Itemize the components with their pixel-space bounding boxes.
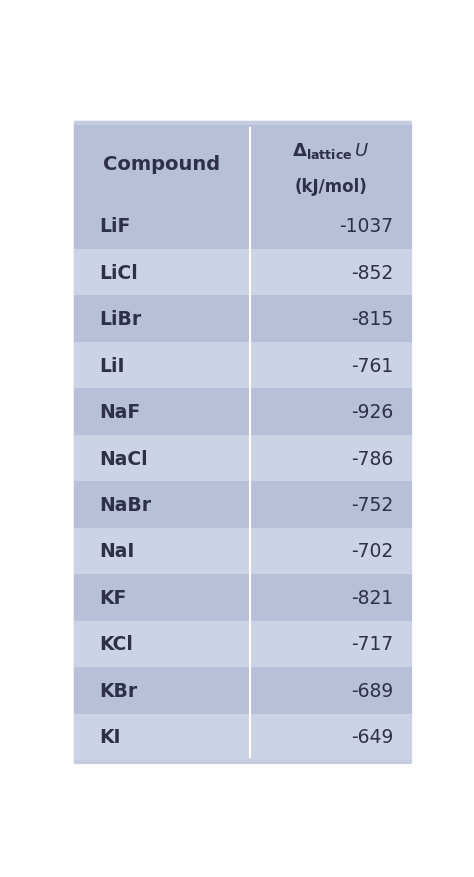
Text: -649: -649 bbox=[351, 728, 393, 746]
Text: -689: -689 bbox=[351, 681, 393, 700]
FancyBboxPatch shape bbox=[70, 118, 416, 768]
Text: KI: KI bbox=[100, 728, 121, 746]
Bar bbox=[74, 574, 412, 621]
Bar bbox=[74, 528, 412, 574]
Text: LiI: LiI bbox=[100, 356, 125, 375]
Bar bbox=[74, 389, 412, 435]
Text: -926: -926 bbox=[351, 403, 393, 422]
Text: -702: -702 bbox=[351, 542, 393, 561]
Text: -752: -752 bbox=[351, 496, 393, 515]
Text: -852: -852 bbox=[351, 263, 393, 282]
Text: KF: KF bbox=[100, 588, 127, 607]
Text: Compound: Compound bbox=[103, 155, 220, 174]
Text: NaI: NaI bbox=[100, 542, 135, 561]
Bar bbox=[74, 621, 412, 667]
Text: -1037: -1037 bbox=[339, 217, 393, 236]
Text: NaCl: NaCl bbox=[100, 449, 148, 468]
Text: NaF: NaF bbox=[100, 403, 141, 422]
Bar bbox=[74, 342, 412, 389]
Text: NaBr: NaBr bbox=[100, 496, 152, 515]
Bar bbox=[74, 714, 412, 760]
Bar bbox=[74, 203, 412, 250]
Text: $\mathbf{\Delta}_{\mathbf{lattice}}\,\mathit{U}$: $\mathbf{\Delta}_{\mathbf{lattice}}\,\ma… bbox=[292, 141, 370, 160]
Bar bbox=[74, 667, 412, 714]
Text: (kJ/mol): (kJ/mol) bbox=[294, 178, 367, 196]
Bar bbox=[74, 481, 412, 528]
Text: -786: -786 bbox=[351, 449, 393, 468]
Text: -717: -717 bbox=[351, 635, 393, 653]
Bar bbox=[74, 250, 412, 296]
Text: LiCl: LiCl bbox=[100, 263, 138, 282]
Bar bbox=[74, 296, 412, 342]
Bar bbox=[74, 435, 412, 481]
Text: KBr: KBr bbox=[100, 681, 138, 700]
Text: LiBr: LiBr bbox=[100, 310, 142, 329]
Text: -815: -815 bbox=[351, 310, 393, 329]
Text: -821: -821 bbox=[351, 588, 393, 607]
Text: LiF: LiF bbox=[100, 217, 131, 236]
Text: -761: -761 bbox=[351, 356, 393, 375]
Text: KCl: KCl bbox=[100, 635, 134, 653]
